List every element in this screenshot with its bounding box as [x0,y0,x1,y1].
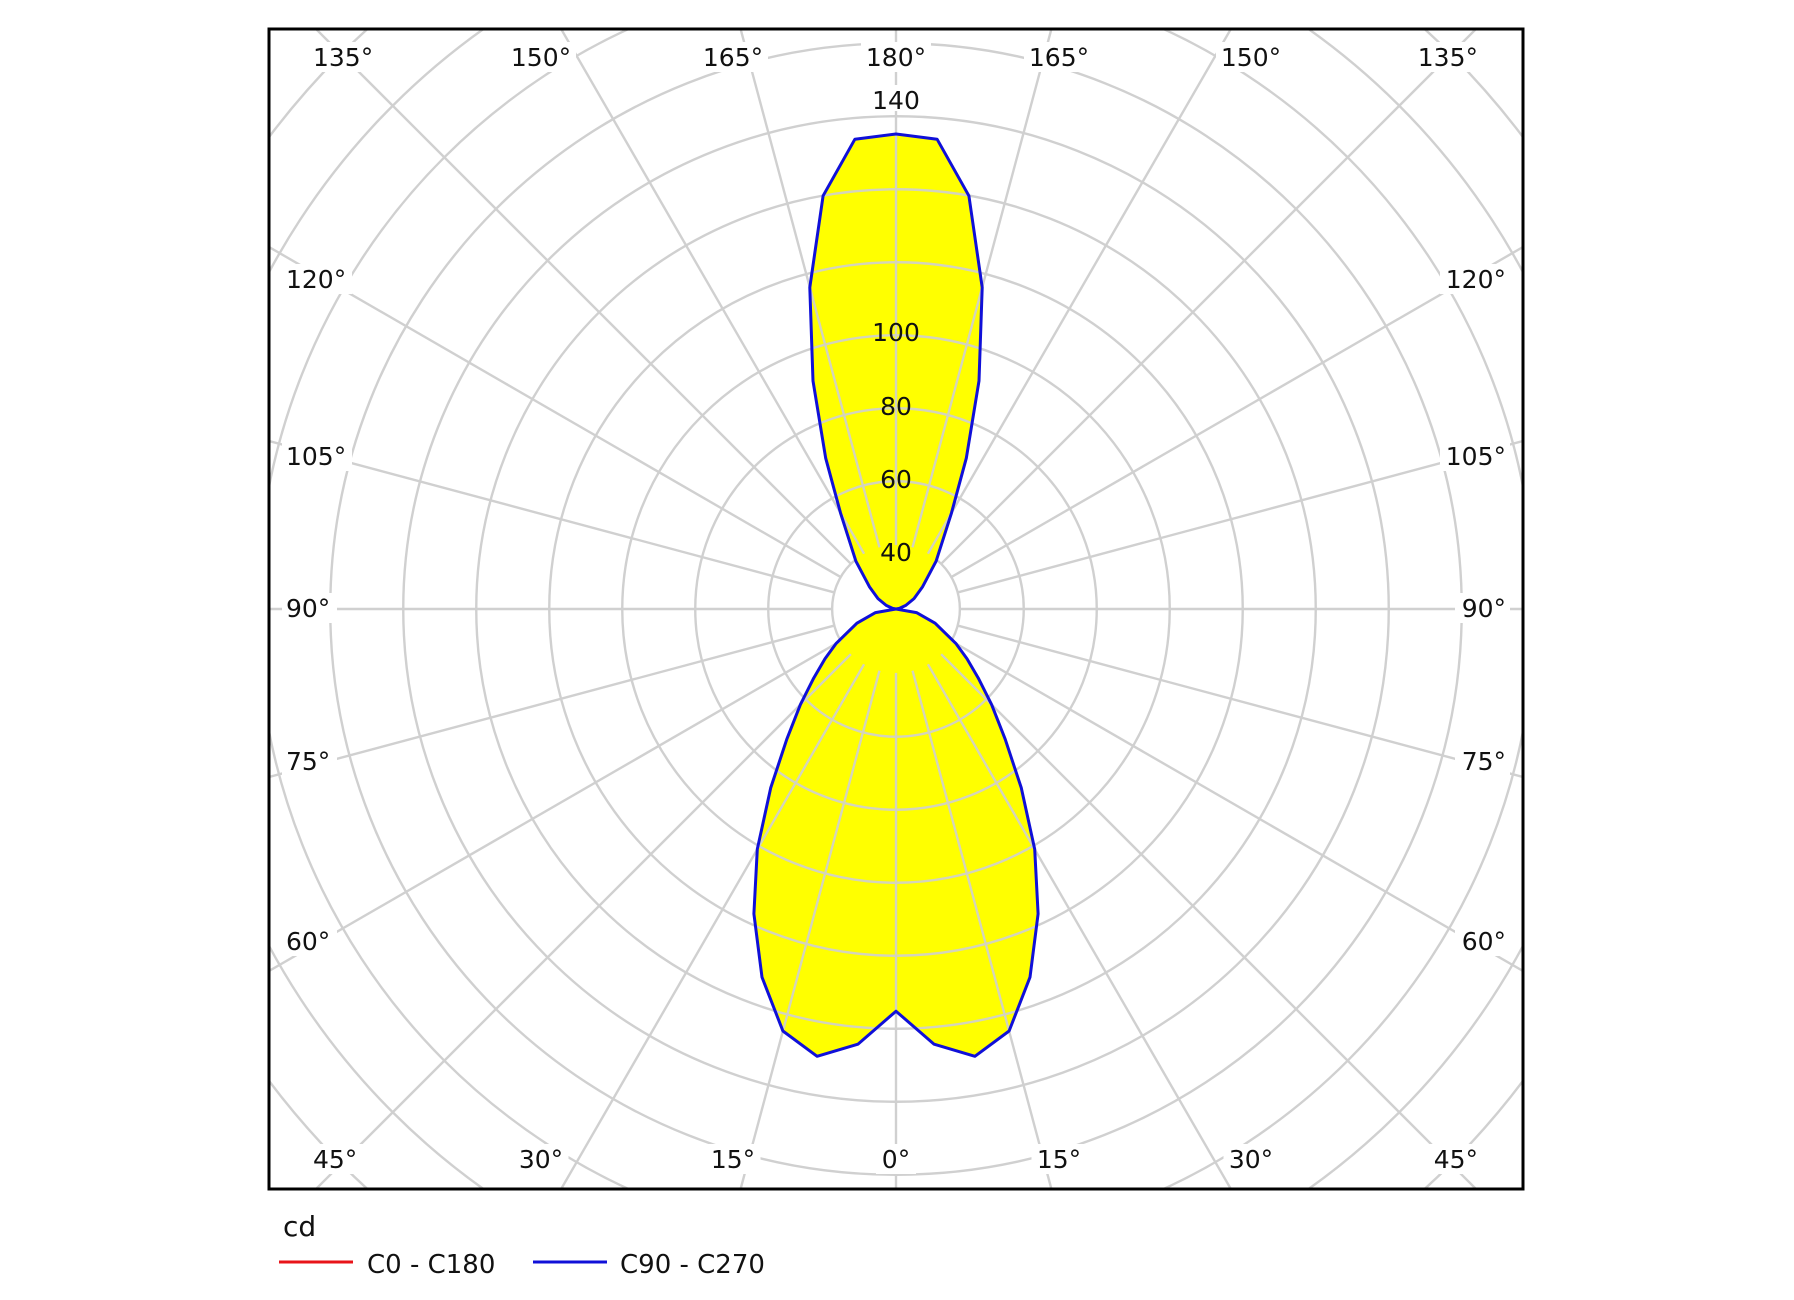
angle-label-bottom: 0° [882,1145,910,1174]
radial-tick-60: 60 [880,465,912,494]
angle-label-left: 120° [286,265,346,294]
angle-label-right: 75° [1462,747,1506,776]
angle-label-top: 135° [313,43,373,72]
angle-label-bottom: 45° [1434,1145,1478,1174]
plot-frame [267,27,1525,1191]
grid-spoke [314,653,852,1189]
angle-label-top: 180° [866,43,926,72]
intensity-fill [753,134,1039,1057]
angle-label-left: 60° [286,927,330,956]
grid-spoke [926,29,1233,555]
grid-spoke [269,639,842,973]
angle-label-bottom: 15° [1037,1145,1081,1174]
angle-label-left: 105° [286,442,346,471]
grid-spoke [269,245,842,579]
angle-label-right: 90° [1462,594,1506,623]
angle-label-top: 135° [1418,43,1478,72]
angle-label-right: 120° [1446,265,1506,294]
legend-label-c0-c180: C0 - C180 [367,1250,495,1280]
angle-label-top: 165° [1029,43,1089,72]
angle-label-top: 150° [511,43,571,72]
radial-tick-labels: 40 60 80 100 140 [866,85,926,567]
grid-spoke [559,663,866,1189]
radial-tick-40: 40 [880,538,912,567]
grid-spoke [314,29,852,565]
legend-label-c90-c270: C90 - C270 [620,1250,765,1280]
grid-spoke [950,639,1523,973]
radial-tick-140: 140 [872,86,920,115]
grid-spoke [957,439,1523,594]
grid-spoke [269,624,835,779]
intensity-outline [752,132,1040,1058]
angle-label-bottom: 30° [1229,1145,1273,1174]
grid-spoke [950,245,1523,579]
radial-tick-100: 100 [872,318,920,347]
grid-spoke [957,624,1523,779]
grid-spoke [559,29,866,555]
angle-label-right: 105° [1446,442,1506,471]
radial-tick-80: 80 [880,392,912,421]
angle-label-bottom: 15° [711,1145,755,1174]
angle-label-top: 165° [703,43,763,72]
angle-tick-labels: 135° 150° 165° 180° 165° 150° 135° 45° 30° 15° 0° 1… [282,42,1510,1174]
grid-spoke [940,653,1478,1189]
grid-spoke [940,29,1478,565]
legend: cd C0 - C180 C90 - C270 [279,1210,765,1280]
angle-label-left: 90° [286,594,330,623]
grid-spoke [269,439,835,594]
angle-label-right: 60° [1462,927,1506,956]
angle-label-top: 150° [1221,43,1281,72]
angle-label-left: 75° [286,747,330,776]
unit-label: cd [283,1210,316,1243]
grid-spoke [926,663,1233,1189]
angle-label-bottom: 30° [519,1145,563,1174]
angle-label-bottom: 45° [313,1145,357,1174]
